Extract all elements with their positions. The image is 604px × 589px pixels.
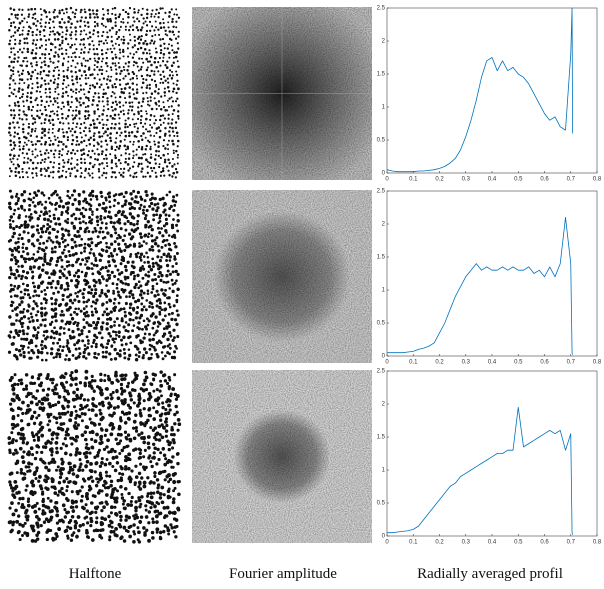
fourier-shade	[192, 190, 372, 363]
x-tick-label: 0	[385, 540, 389, 546]
x-tick-label: 0.1	[409, 540, 418, 546]
x-tick-label: 0.8	[593, 360, 602, 366]
x-tick-label: 0.5	[514, 540, 523, 546]
x-tick-label: 0.1	[409, 360, 418, 366]
x-tick-label: 0.7	[567, 177, 576, 183]
x-tick-label: 0.5	[514, 177, 523, 183]
x-tick-label: 0.6	[540, 177, 549, 183]
x-tick-label: 0.3	[462, 540, 471, 546]
plot-frame	[386, 7, 598, 174]
y-tick-label: 0.5	[377, 138, 386, 144]
caption: Halftone	[69, 566, 122, 582]
x-tick-label: 0.4	[488, 177, 497, 183]
plot-frame	[386, 190, 598, 357]
x-tick-label: 0.1	[409, 177, 418, 183]
y-tick-label: 1	[382, 105, 386, 111]
x-tick-label: 0.2	[435, 177, 444, 183]
halftone-dots	[7, 189, 180, 362]
x-tick-label: 0.2	[435, 360, 444, 366]
y-tick-label: 2	[382, 39, 386, 45]
profile-line	[387, 406, 573, 535]
y-tick-label: 2	[382, 222, 386, 228]
profile-line	[387, 217, 573, 355]
x-tick-label: 0.7	[567, 540, 576, 546]
x-tick-label: 0	[385, 177, 389, 183]
y-tick-label: 1	[382, 288, 386, 294]
y-tick-label: 0	[382, 534, 386, 540]
x-tick-label: 0.8	[593, 540, 602, 546]
y-tick-label: 0	[382, 354, 386, 360]
y-tick-label: 2.5	[377, 6, 386, 12]
x-tick-label: 0.2	[435, 540, 444, 546]
y-tick-label: 1.5	[377, 435, 386, 441]
y-tick-label: 0	[382, 171, 386, 177]
x-tick-label: 0.6	[540, 540, 549, 546]
y-tick-label: 0.5	[377, 501, 386, 507]
x-tick-label: 0.3	[462, 360, 471, 366]
y-tick-label: 2.5	[377, 189, 386, 195]
y-tick-label: 1	[382, 468, 386, 474]
x-tick-label: 0	[385, 360, 389, 366]
x-tick-label: 0.6	[540, 360, 549, 366]
profile-line	[386, 7, 573, 173]
y-tick-label: 1.5	[377, 255, 386, 261]
caption: Fourier amplitude	[229, 566, 337, 582]
caption: Radially averaged profil	[417, 566, 563, 582]
x-tick-label: 0.4	[488, 540, 497, 546]
plot-frame	[386, 370, 598, 537]
y-tick-label: 1.5	[377, 72, 386, 78]
x-tick-label: 0.7	[567, 360, 576, 366]
halftone-dots	[7, 369, 182, 544]
y-tick-label: 2.5	[377, 369, 386, 375]
halftone-dots	[8, 6, 181, 179]
x-tick-label: 0.4	[488, 360, 497, 366]
x-tick-label: 0.5	[514, 360, 523, 366]
x-tick-label: 0.8	[593, 177, 602, 183]
y-tick-label: 2	[382, 402, 386, 408]
fourier-shade	[192, 370, 372, 543]
y-tick-label: 0.5	[377, 321, 386, 327]
x-tick-label: 0.3	[462, 177, 471, 183]
